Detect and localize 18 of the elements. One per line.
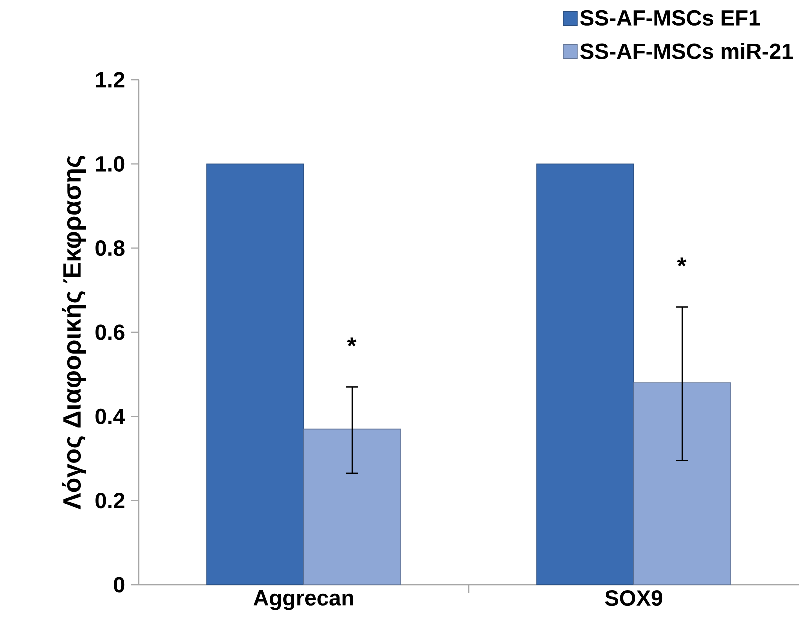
- bar: [206, 164, 304, 585]
- y-tick-label: 0.8: [96, 240, 125, 256]
- y-tick-label: 0.4: [96, 408, 126, 424]
- y-tick-label: 1.2: [96, 72, 125, 88]
- annotation: *: [347, 338, 357, 347]
- y-tick-label: 1.0: [96, 156, 125, 172]
- annotation: *: [677, 258, 687, 267]
- y-tick-label: 0.2: [96, 493, 125, 509]
- x-tick-label: Aggrecan: [254, 590, 354, 610]
- bar: [634, 382, 732, 585]
- bar: [304, 428, 402, 585]
- legend-label: SS-AF-MSCs miR-21: [580, 43, 794, 60]
- x-tick-label: SOX9: [605, 590, 663, 606]
- bar: [536, 164, 634, 585]
- y-tick-label: 0: [114, 577, 125, 593]
- y-axis-title: Λόγος Διαφορικής Έκφρασης: [62, 156, 86, 510]
- y-tick-label: 0.6: [96, 324, 125, 340]
- legend-label: SS-AF-MSCs EF1: [580, 10, 760, 26]
